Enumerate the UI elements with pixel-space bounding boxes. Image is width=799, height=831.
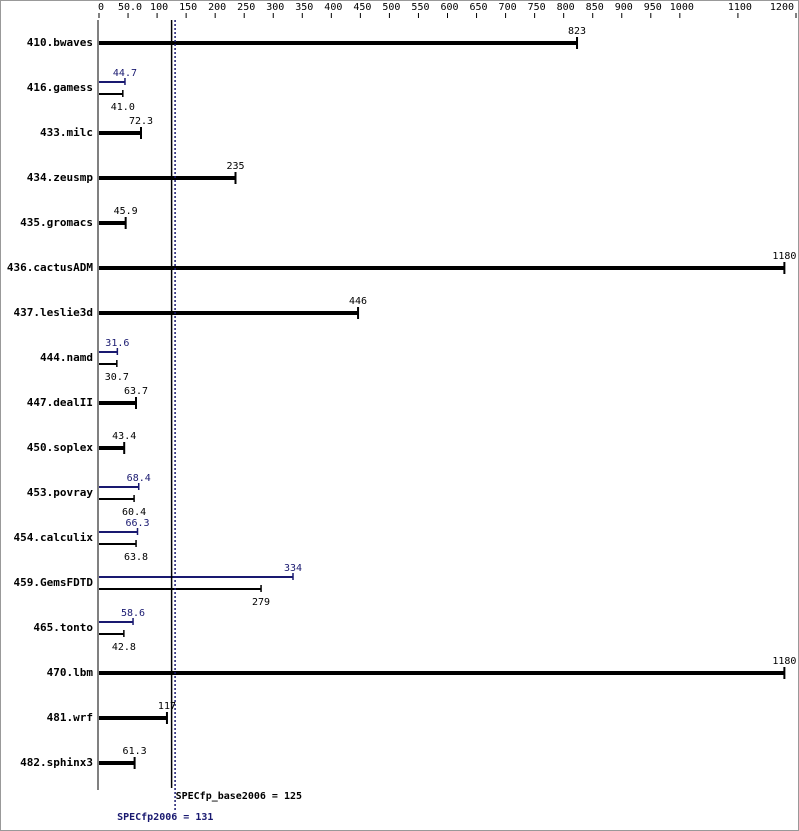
category-label: 453.povray [27,486,94,499]
base-value-label: 30.7 [105,372,129,383]
category-label: 435.gromacs [20,216,93,229]
category-label: 459.GemsFDTD [14,576,94,589]
base-bar [99,543,137,545]
x-tick-label: 600 [440,2,458,13]
peak-value-label: 68.4 [127,473,151,484]
x-tick-label: 350 [295,2,313,13]
bar [99,761,135,765]
x-tick-label: 450 [353,2,371,13]
bar [99,266,785,270]
category-label: 437.leslie3d [14,306,93,319]
peak-value-label: 44.7 [113,68,137,79]
x-tick-label: 700 [499,2,517,13]
value-label: 43.4 [112,431,136,442]
peak-value-label: 31.6 [105,338,129,349]
bar [99,176,236,180]
x-tick-label: 250 [237,2,255,13]
category-label: 447.dealII [27,396,93,409]
value-label: 72.3 [129,116,153,127]
x-tick-label: 550 [411,2,429,13]
base-value-label: 42.8 [112,642,136,653]
x-tick-label: 50.0 [118,2,142,13]
bar [99,446,125,450]
category-label: 433.milc [40,126,93,139]
peak-value-label: 66.3 [125,518,149,529]
category-label: 444.namd [40,351,93,364]
bar [99,311,359,315]
peak-bar [99,621,134,623]
category-label: 410.bwaves [27,36,93,49]
reference-label: SPECfp2006 = 131 [117,812,213,823]
category-label: 470.lbm [47,666,94,679]
bar [99,221,126,225]
bar [99,716,167,720]
category-label: 416.gamess [27,81,93,94]
value-label: 117 [158,701,176,712]
value-label: 1180 [772,251,796,262]
peak-bar [99,351,118,353]
x-tick-label: 650 [470,2,488,13]
value-label: 823 [568,26,586,37]
x-tick-label: 850 [586,2,604,13]
base-bar [99,498,135,500]
category-label: 434.zeusmp [27,171,94,184]
category-label: 454.calculix [14,531,94,544]
base-bar [99,633,124,635]
x-tick-label: 950 [644,2,662,13]
x-tick-label: 1000 [670,2,694,13]
value-label: 1180 [772,656,796,667]
value-label: 63.7 [124,386,148,397]
peak-value-label: 58.6 [121,608,145,619]
base-bar [99,363,117,365]
x-tick-label: 0 [98,2,104,13]
reference-label: SPECfp_base2006 = 125 [176,791,302,802]
base-bar [99,93,123,95]
bar [99,671,785,675]
x-tick-label: 200 [208,2,226,13]
category-label: 482.sphinx3 [20,756,93,769]
bar [99,131,141,135]
x-tick-label: 150 [179,2,197,13]
x-tick-label: 1100 [728,2,752,13]
category-label: 481.wrf [47,711,93,724]
value-label: 235 [226,161,244,172]
base-value-label: 279 [252,597,270,608]
base-value-label: 60.4 [122,507,146,518]
x-tick-label: 300 [266,2,284,13]
x-tick-label: 400 [324,2,342,13]
peak-bar [99,486,139,488]
base-value-label: 63.8 [124,552,148,563]
x-tick-label: 800 [557,2,575,13]
bar [99,401,136,405]
category-label: 450.soplex [27,441,94,454]
x-tick-label: 750 [528,2,546,13]
x-tick-label: 100 [150,2,168,13]
x-tick-label: 1200 [770,2,794,13]
peak-bar [99,531,138,533]
peak-bar [99,81,125,83]
base-value-label: 41.0 [111,102,135,113]
category-label: 436.cactusADM [7,261,93,274]
x-tick-label: 500 [382,2,400,13]
bar [99,41,578,45]
base-bar [99,588,262,590]
value-label: 446 [349,296,367,307]
peak-bar [99,576,293,578]
x-tick-label: 900 [615,2,633,13]
value-label: 45.9 [114,206,138,217]
value-label: 61.3 [123,746,147,757]
peak-value-label: 334 [284,563,302,574]
category-label: 465.tonto [33,621,93,634]
